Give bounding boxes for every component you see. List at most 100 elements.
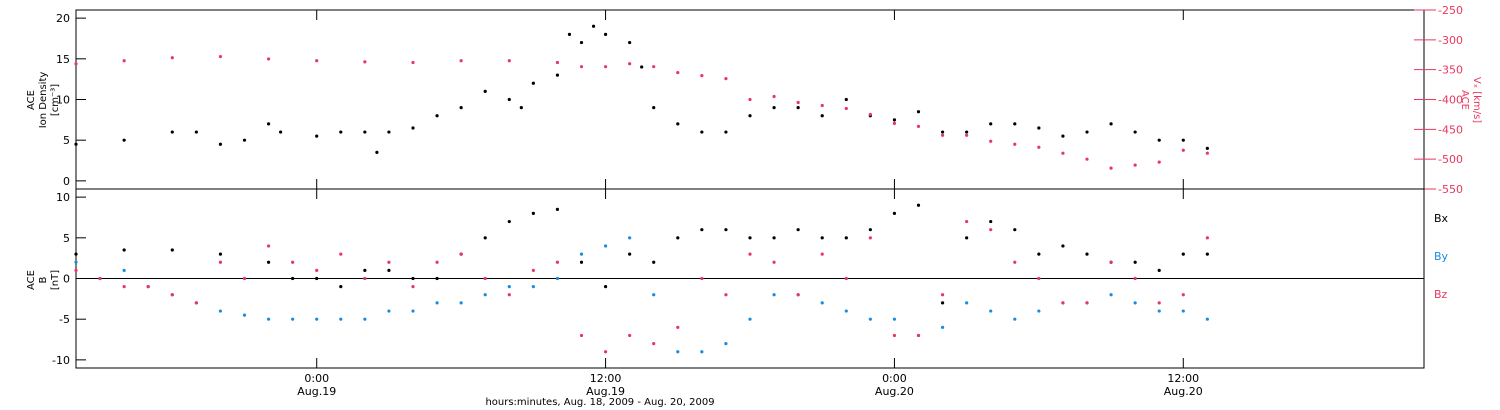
velocity-tick-label: -300: [1438, 34, 1463, 47]
density-point: [531, 81, 535, 85]
velocity-tick-label: -350: [1438, 64, 1463, 77]
velocity-axis-title-line2: Vₓ [km/s]: [1471, 77, 1482, 123]
bx-point: [579, 260, 584, 264]
by-point: [1133, 301, 1137, 305]
density-tick-label: 15: [56, 53, 70, 66]
velocity-point: [579, 65, 584, 69]
density-point: [940, 130, 945, 134]
density-point: [459, 106, 463, 110]
velocity-point: [989, 139, 993, 143]
bz-point: [507, 293, 511, 297]
bz-point: [339, 252, 343, 256]
density-point: [1061, 134, 1065, 138]
density-point: [1085, 130, 1089, 134]
density-point: [603, 32, 608, 37]
bz-point: [676, 325, 680, 329]
density-point: [519, 106, 523, 110]
density-point: [892, 118, 897, 122]
density-tick-label: 10: [56, 94, 70, 107]
field-tick-label: -5: [59, 313, 70, 326]
by-point: [820, 301, 824, 305]
velocity-point: [507, 59, 511, 63]
bx-point: [411, 276, 415, 281]
by-point: [242, 313, 247, 317]
density-point: [1157, 138, 1161, 142]
by-point: [363, 317, 367, 321]
velocity-point: [1133, 163, 1137, 167]
bz-point: [98, 276, 102, 281]
velocity-axis-title-line1: ACE: [1459, 90, 1470, 110]
by-point: [940, 325, 945, 329]
density-axis-title-line3: [cm⁻³]: [50, 84, 61, 116]
velocity-point: [965, 133, 969, 137]
by-point: [652, 293, 656, 297]
bz-point: [579, 333, 584, 338]
bz-point: [411, 285, 415, 289]
bz-point: [291, 260, 295, 264]
bz-point: [194, 301, 198, 305]
field-axis-title-line1: ACE: [26, 270, 37, 290]
density-axis-title-line1: ACE: [26, 90, 37, 110]
velocity-tick-label: -250: [1438, 4, 1463, 17]
density-point: [965, 130, 969, 134]
by-point: [844, 309, 848, 313]
velocity-axis-ticks: -250 -300 -350 -400 -450 -500 -550: [1414, 4, 1463, 196]
density-tick-label: 5: [63, 134, 70, 147]
bz-point: [555, 260, 560, 264]
legend-bx: Bx: [1434, 212, 1449, 225]
density-point: [700, 130, 704, 134]
velocity-point: [363, 60, 367, 64]
density-point: [916, 110, 921, 114]
bx-point: [940, 301, 945, 305]
density-point: [266, 122, 271, 126]
density-point: [748, 114, 752, 118]
density-point: [1205, 146, 1209, 150]
bx-point: [555, 207, 560, 211]
velocity-point: [603, 65, 608, 69]
bx-point: [1157, 268, 1161, 272]
by-point: [291, 317, 295, 321]
bz-point: [146, 285, 150, 289]
density-point: [591, 24, 596, 28]
density-point: [435, 114, 439, 118]
time-tick-label: 0:00: [882, 372, 907, 385]
by-point: [724, 341, 728, 346]
density-point: [242, 138, 247, 142]
density-point: [579, 40, 584, 45]
field-tick-label: 5: [63, 232, 70, 245]
bx-point: [652, 260, 656, 264]
bz-point: [892, 333, 897, 338]
bx-point: [1133, 260, 1137, 264]
bx-point: [796, 228, 800, 232]
bz-point: [435, 260, 439, 264]
bz-point: [170, 293, 174, 297]
bz-point: [652, 341, 656, 346]
bz-point: [1037, 276, 1041, 281]
velocity-point: [122, 59, 126, 63]
velocity-point: [1013, 142, 1017, 146]
velocity-point: [868, 112, 872, 117]
bz-point: [266, 244, 271, 248]
by-point: [989, 309, 993, 313]
bz-point: [844, 276, 848, 281]
velocity-point: [1109, 166, 1113, 170]
bz-point: [483, 276, 487, 281]
bx-point: [916, 203, 921, 207]
by-point: [1205, 317, 1209, 321]
density-point: [1181, 138, 1185, 142]
bz-point: [242, 276, 247, 281]
bz-point: [122, 285, 126, 289]
bx-point: [435, 276, 439, 281]
time-tick-label: 12:00: [1167, 372, 1199, 385]
density-point: [122, 138, 126, 142]
bz-point: [772, 260, 776, 264]
by-point: [700, 350, 704, 354]
velocity-point: [1181, 148, 1185, 152]
density-point: [796, 106, 800, 110]
velocity-point: [748, 97, 752, 102]
velocity-point: [411, 60, 415, 65]
bx-point: [291, 276, 295, 281]
bx-point: [74, 252, 78, 256]
by-point: [122, 268, 126, 272]
